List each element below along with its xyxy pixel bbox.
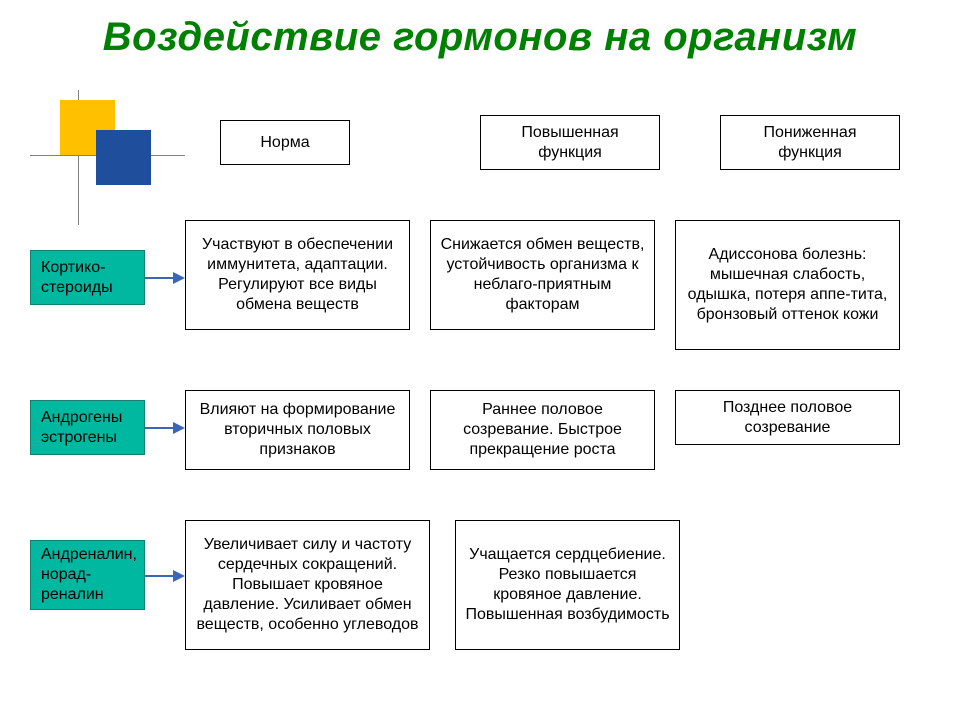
arrow-row-0	[145, 272, 185, 284]
cell-row0-hypo: Адиссонова болезнь: мышечная слабость, о…	[675, 220, 900, 350]
page-title: Воздействие гормонов на организм	[103, 15, 857, 60]
decorative-squares	[60, 115, 190, 235]
cell-row1-norm: Влияют на формирование вторичных половых…	[185, 390, 410, 470]
arrow-row-1	[145, 422, 185, 434]
cell-row2-norm: Увеличивает силу и частоту сердечных сок…	[185, 520, 430, 650]
header-norm: Норма	[220, 120, 350, 165]
cell-row1-hypo: Позднее половое созревание	[675, 390, 900, 445]
cell-row0-norm: Участвуют в обеспечении иммунитета, адап…	[185, 220, 410, 330]
cell-row2-hyper: Учащается сердцебиение. Резко повышается…	[455, 520, 680, 650]
header-hypo: Пониженная функция	[720, 115, 900, 170]
hormone-corticosteroids: Кортико- стероиды	[30, 250, 145, 305]
header-hyper: Повышенная функция	[480, 115, 660, 170]
cell-row0-hyper: Снижается обмен веществ, устойчивость ор…	[430, 220, 655, 330]
deco-square-blue	[96, 130, 151, 185]
hormone-androgens-estrogens: Андрогены эстрогены	[30, 400, 145, 455]
cell-row1-hyper: Раннее половое созревание. Быстрое прекр…	[430, 390, 655, 470]
arrow-row-2	[145, 570, 185, 582]
hormone-adrenaline: Андреналин, норад- реналин	[30, 540, 145, 610]
